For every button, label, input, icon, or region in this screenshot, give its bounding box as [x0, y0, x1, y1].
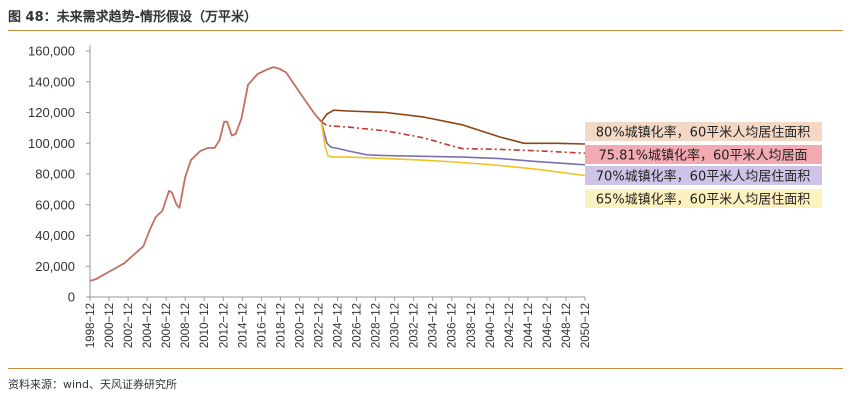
legend-swatch-1 — [585, 122, 822, 141]
legend-label-1: 80%城镇化率，60平米人均居住面积 — [596, 125, 810, 141]
x-tick-label: 2016−12 — [256, 303, 268, 348]
x-tick-label: 2038−12 — [466, 303, 478, 348]
history-line — [89, 66, 322, 282]
figure-title: 图 48：未来需求趋势-情形假设（万平米） — [8, 10, 258, 25]
y-tick-label: 140,000 — [28, 74, 75, 89]
legend-swatch-4 — [585, 189, 822, 208]
y-tick-label: 120,000 — [28, 105, 75, 120]
x-tick-label: 2040−12 — [485, 303, 497, 348]
x-tick-label: 2046−12 — [542, 303, 554, 348]
x-tick-label: 2014−12 — [237, 303, 249, 348]
x-tick-label: 2024−12 — [333, 303, 345, 348]
x-tick-label: 2048−12 — [561, 303, 573, 348]
legend-label-3: 70%城镇化率，60平米人均居住面积 — [596, 169, 810, 185]
x-tick-label: 2050−12 — [580, 303, 592, 348]
x-tick-label: 2022−12 — [313, 303, 325, 348]
y-tick-label: 100,000 — [28, 136, 75, 151]
title-rule — [8, 30, 843, 31]
y-tick-label: 40,000 — [35, 228, 75, 243]
x-tick-label: 2036−12 — [447, 303, 459, 348]
y-tick-label: 160,000 — [28, 44, 75, 59]
x-tick-label: 2034−12 — [428, 303, 440, 348]
series-line-1 — [320, 109, 586, 145]
series-line-4 — [320, 121, 586, 177]
series-line-2 — [320, 121, 586, 154]
x-tick-label: 2004−12 — [142, 303, 154, 348]
x-tick-label: 2000−12 — [104, 303, 116, 348]
x-tick-label: 2018−12 — [275, 303, 287, 348]
x-tick-label: 2010−12 — [199, 303, 211, 348]
legend-label-2: 75.81%城镇化率，60平米人均居面 — [598, 148, 807, 164]
y-tick-label: 60,000 — [35, 197, 75, 212]
chart-axes: 0 20,000 40,000 60,000 80,000 100,000 120,000 1… — [28, 44, 592, 349]
x-tick-label: 2028−12 — [371, 303, 383, 348]
legend-swatch-2 — [585, 145, 822, 164]
source-note: 资料来源：wind、天风证券研究所 — [8, 378, 178, 391]
chart-lines — [89, 66, 586, 282]
x-tick-label: 2008−12 — [180, 303, 192, 348]
x-tick-label: 2032−12 — [409, 303, 421, 348]
x-tick-label: 2020−12 — [294, 303, 306, 348]
x-tick-label: 2006−12 — [161, 303, 173, 348]
chart-legend: 80%城镇化率，60平米人均居住面积 75.81%城镇化率，60平米人均居面 70%… — [585, 122, 822, 208]
x-tick-label: 2030−12 — [390, 303, 402, 348]
y-tick-label: 80,000 — [35, 167, 75, 182]
x-tick-label: 2026−12 — [352, 303, 364, 348]
x-tick-label: 2042−12 — [504, 303, 516, 348]
series-line-3 — [320, 121, 586, 166]
source-rule — [8, 368, 843, 369]
y-tick-label: 20,000 — [35, 259, 75, 274]
x-tick-label: 2012−12 — [218, 303, 230, 348]
legend-swatch-3 — [585, 166, 822, 185]
legend-label-4: 65%城镇化率，60平米人均居住面积 — [596, 192, 810, 208]
x-tick-label: 1998−12 — [85, 303, 97, 348]
x-tick-label: 2002−12 — [123, 303, 135, 348]
x-tick-label: 2044−12 — [523, 303, 535, 348]
y-tick-label: 0 — [68, 290, 75, 305]
